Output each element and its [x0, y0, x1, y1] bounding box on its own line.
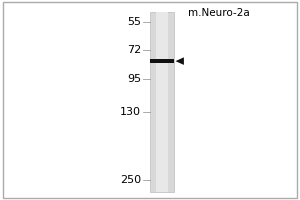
Text: 72: 72	[127, 45, 141, 55]
Polygon shape	[176, 57, 184, 65]
FancyBboxPatch shape	[3, 2, 297, 198]
Text: 250: 250	[120, 175, 141, 185]
Bar	[156, 12, 168, 192]
Bar	[150, 12, 174, 192]
Text: 55: 55	[127, 17, 141, 27]
Text: m.Neuro-2a: m.Neuro-2a	[188, 8, 250, 18]
Text: 130: 130	[120, 107, 141, 117]
Bar	[150, 59, 174, 63]
Text: 95: 95	[127, 74, 141, 84]
